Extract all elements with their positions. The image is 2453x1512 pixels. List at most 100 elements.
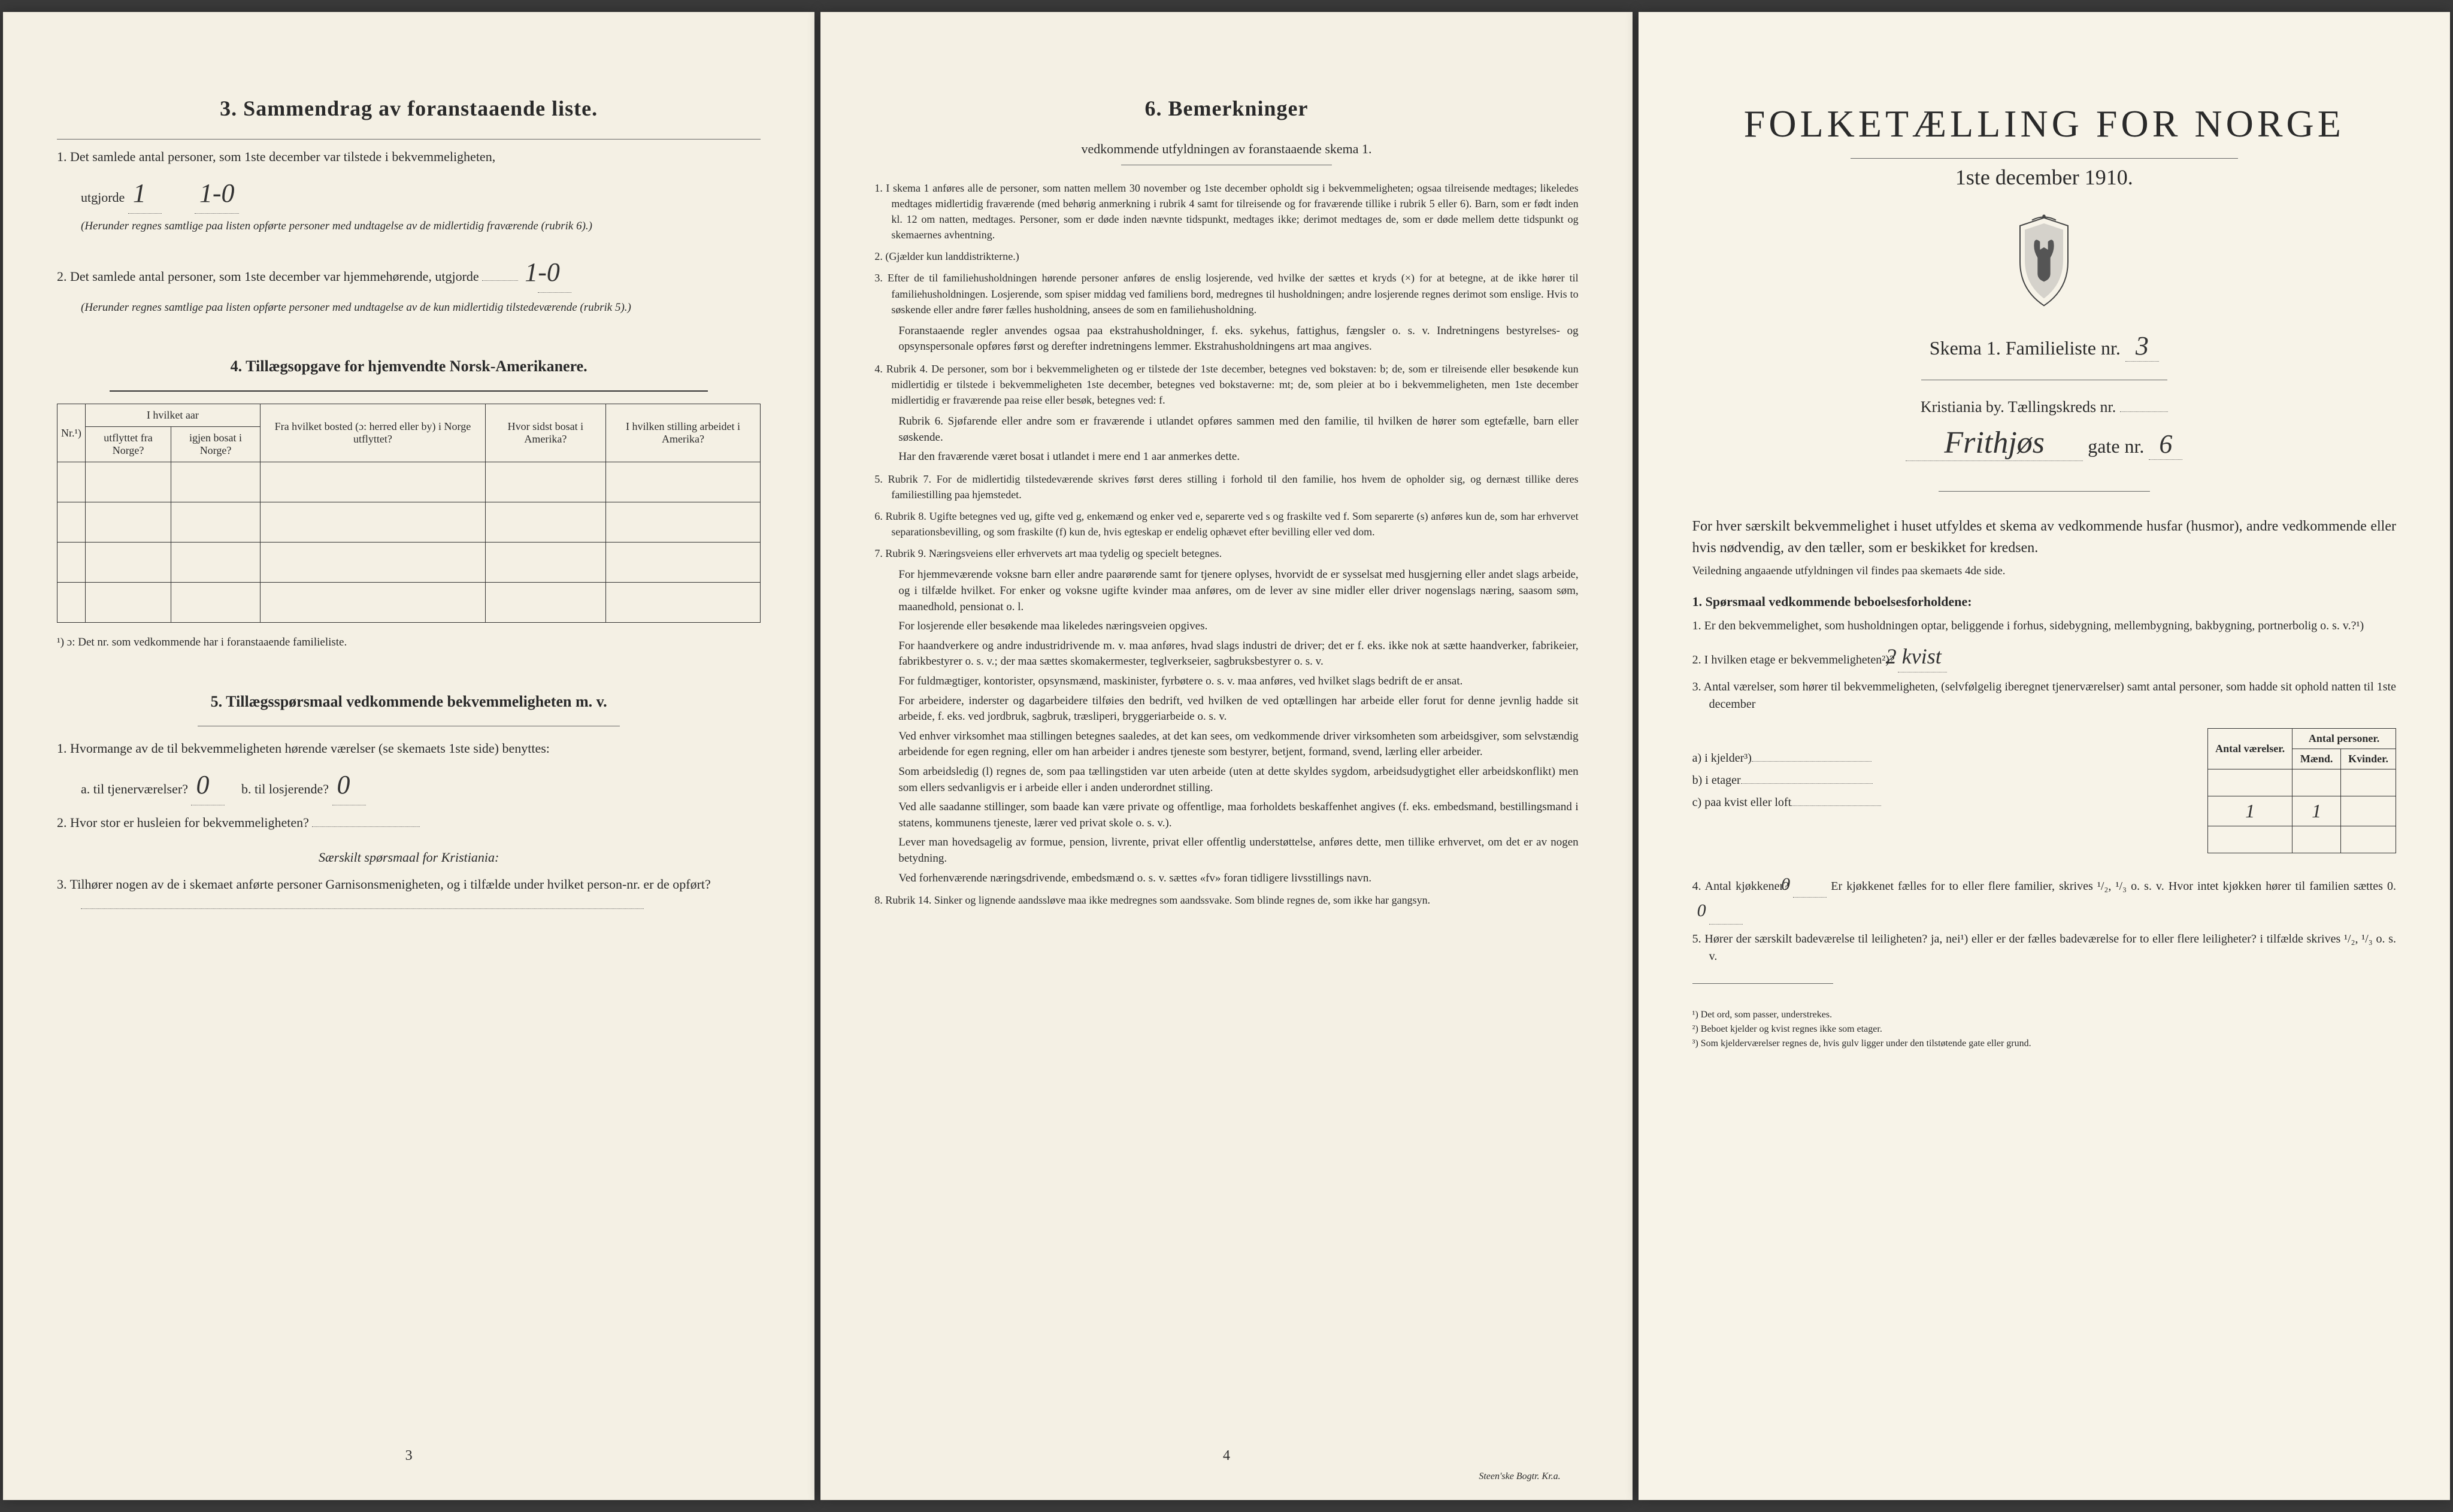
table-row: [2208, 826, 2396, 853]
page-4: 6. Bemerkninger vedkommende utfyldningen…: [820, 12, 1632, 1500]
q5-1: 1. Hvormange av de til bekvemmeligheten …: [57, 738, 761, 758]
footnote-1: ¹) Det ord, som passer, understrekes.: [1692, 1008, 2396, 1022]
main-title: FOLKETÆLLING FOR NORGE: [1692, 102, 2396, 146]
item-3-1: 1. Det samlede antal personer, som 1ste …: [57, 147, 761, 166]
page-3: 3. Sammendrag av foranstaaende liste. 1.…: [3, 12, 814, 1500]
remark-6: 6. Rubrik 8. Ugifte betegnes ved ug, gif…: [874, 508, 1578, 540]
hjemme-val: 1-0: [538, 253, 571, 293]
th-nr: Nr.¹): [57, 404, 86, 462]
intro-text: For hver særskilt bekvemmelighet i huset…: [1692, 516, 2396, 559]
tilstede-val2: 1-0: [195, 174, 240, 214]
remark-7e: For arbeidere, inderster og dagarbeidere…: [874, 693, 1578, 725]
kreds-nr: [2120, 411, 2168, 412]
q1-4-rest: Er kjøkkenet fælles for to eller flere f…: [1831, 880, 2396, 893]
th-stilling: I hvilken stilling arbeidet i Amerika?: [605, 404, 761, 462]
rooms-table: Antal værelser. Antal personer. Mænd. Kv…: [2207, 728, 2396, 853]
skema-label: Skema 1. Familieliste nr.: [1930, 337, 2121, 359]
gate-label: gate nr.: [2088, 435, 2144, 457]
printer-mark: Steen'ske Bogtr. Kr.a.: [1479, 1471, 1560, 1482]
q5-2: 2. Hvor stor er husleien for bekvemmelig…: [57, 813, 761, 832]
remark-4b: Rubrik 6. Sjøfarende eller andre som er …: [874, 414, 1578, 446]
item-3-1-note: (Herunder regnes samtlige paa listen opf…: [57, 219, 761, 235]
row-a-label: a) i kjelder³): [1692, 752, 2195, 765]
section-6-title: 6. Bemerkninger: [874, 96, 1578, 121]
q1-4: 4. Antal kjøkkener? 0 Er kjøkkenet fælle…: [1692, 871, 2396, 925]
page-number: 4: [1223, 1448, 1230, 1464]
remark-7d: For fuldmægtiger, kontorister, opsynsmæn…: [874, 674, 1578, 690]
skema-line: Skema 1. Familieliste nr. 3: [1692, 331, 2396, 362]
q1-2: 2. I hvilken etage er bekvemmeligheten²)…: [1692, 641, 2396, 672]
th-mand: Mænd.: [2293, 749, 2341, 769]
remark-4: 4. Rubrik 4. De personer, som bor i bekv…: [874, 361, 1578, 408]
rooms-section: a) i kjelder³) b) i etager c) paa kvist …: [1692, 719, 2396, 862]
q5-1a-label: a. til tjenerværelser?: [81, 781, 188, 796]
item-3-2-note: (Herunder regnes samtlige paa listen opf…: [57, 300, 761, 316]
q5-special: Særskilt spørsmaal for Kristiania:: [57, 847, 761, 867]
row-b-label: b) i etager: [1692, 774, 2195, 787]
row-b-maend: 1: [2300, 800, 2333, 822]
section-6-subtitle: vedkommende utfyldningen av foranstaaend…: [874, 139, 1578, 159]
husleie-line: [312, 826, 420, 827]
row-c-label: c) paa kvist eller loft: [1692, 796, 2195, 810]
census-document: 3. Sammendrag av foranstaaende liste. 1.…: [0, 0, 2453, 1512]
gate-line: Frithjøs gate nr. 6: [1692, 425, 2396, 461]
th-antal-p: Antal personer.: [2293, 728, 2396, 749]
utgjorde-label: utgjorde: [81, 190, 125, 205]
remark-7f: Ved enhver virksomhet maa stillingen bet…: [874, 729, 1578, 760]
table-row: [57, 502, 761, 543]
table-row: [57, 462, 761, 502]
remark-7: 7. Rubrik 9. Næringsveiens eller erhverv…: [874, 546, 1578, 561]
item-3-2-text: 2. Det samlede antal personer, som 1ste …: [57, 269, 479, 284]
remark-8: 8. Rubrik 14. Sinker og lignende aandssl…: [874, 892, 1578, 908]
remark-3: 3. Efter de til familiehusholdningen hør…: [874, 270, 1578, 317]
remark-7g: Som arbeidsledig (l) regnes de, som paa …: [874, 764, 1578, 796]
remark-1: 1. I skema 1 anføres alle de personer, s…: [874, 180, 1578, 243]
kjokken-val: 0: [1793, 871, 1827, 898]
q1-5: 5. Hører der særskilt badeværelse til le…: [1692, 931, 2396, 965]
q5-1b-label: b. til losjerende?: [241, 781, 329, 796]
q1-1: 1. Er den bekvemmelighet, som husholdnin…: [1692, 617, 2396, 635]
familieliste-nr: 3: [2125, 331, 2159, 362]
th-amerika: Hvor sidst bosat i Amerika?: [486, 404, 606, 462]
remark-7i: Lever man hovedsagelig av formue, pensio…: [874, 835, 1578, 866]
th-aar: I hvilket aar: [85, 404, 260, 427]
etage-val: 2 kvist: [1898, 641, 1947, 672]
q1-4-label: 4. Antal kjøkkener?: [1692, 880, 1789, 893]
gate-name: Frithjøs: [1906, 425, 2083, 461]
section-4-title: 4. Tillægsopgave for hjemvendte Norsk-Am…: [57, 357, 761, 375]
item-3-1-value-line: utgjorde 1 1-0: [57, 174, 761, 214]
q1-2-text: 2. I hvilken etage er bekvemmeligheten²)…: [1692, 653, 1895, 666]
th-igjen: igjen bosat i Norge?: [171, 427, 261, 462]
q5-3: 3. Tilhører nogen av de i skemaet anført…: [57, 874, 761, 894]
table-row: [57, 543, 761, 583]
th-kvinder: Kvinder.: [2341, 749, 2396, 769]
remark-7h: Ved alle saadanne stillinger, som baade …: [874, 799, 1578, 831]
table-row: 1 1: [2208, 796, 2396, 826]
remark-5: 5. Rubrik 7. For de midlertidig tilstede…: [874, 471, 1578, 502]
remark-3b: Foranstaaende regler anvendes ogsaa paa …: [874, 323, 1578, 355]
page-number: 3: [405, 1448, 413, 1464]
veiledning: Veiledning angaaende utfyldningen vil fi…: [1692, 563, 2396, 580]
row-b-vaerelser: 1: [2233, 800, 2267, 822]
footnote-2: ²) Beboet kjelder og kvist regnes ikke s…: [1692, 1022, 2396, 1037]
q5-1a-val: 0: [191, 765, 225, 805]
remark-7b: For losjerende eller besøkende maa likel…: [874, 619, 1578, 635]
q1-3: 3. Antal værelser, som hører til bekvemm…: [1692, 678, 2396, 713]
kjokken-extra: 0: [1709, 898, 1743, 925]
section-3-title: 3. Sammendrag av foranstaaende liste.: [57, 96, 761, 121]
footnote-3: ³) Som kjelderværelser regnes de, hvis g…: [1692, 1037, 2396, 1051]
remark-4c: Har den fraværende været bosat i utlande…: [874, 449, 1578, 465]
item-3-2: 2. Det samlede antal personer, som 1ste …: [57, 253, 761, 293]
remark-7a: For hjemmeværende voksne barn eller andr…: [874, 567, 1578, 615]
page-cover: FOLKETÆLLING FOR NORGE 1ste december 191…: [1639, 12, 2450, 1500]
th-bosted: Fra hvilket bosted (ɔ: herred eller by) …: [260, 404, 485, 462]
table-row: [57, 583, 761, 623]
q5-1b-val: 0: [332, 765, 366, 805]
th-utflyttet: utflyttet fra Norge?: [85, 427, 171, 462]
tilstede-val1: 1: [128, 174, 162, 214]
dots: [482, 280, 518, 281]
remark-7c: For haandverkere og andre industridriven…: [874, 638, 1578, 670]
q5-2-text: 2. Hvor stor er husleien for bekvemmelig…: [57, 815, 309, 830]
q5-3-line: [81, 908, 644, 909]
section-5-title: 5. Tillægsspørsmaal vedkommende bekvemme…: [57, 693, 761, 711]
